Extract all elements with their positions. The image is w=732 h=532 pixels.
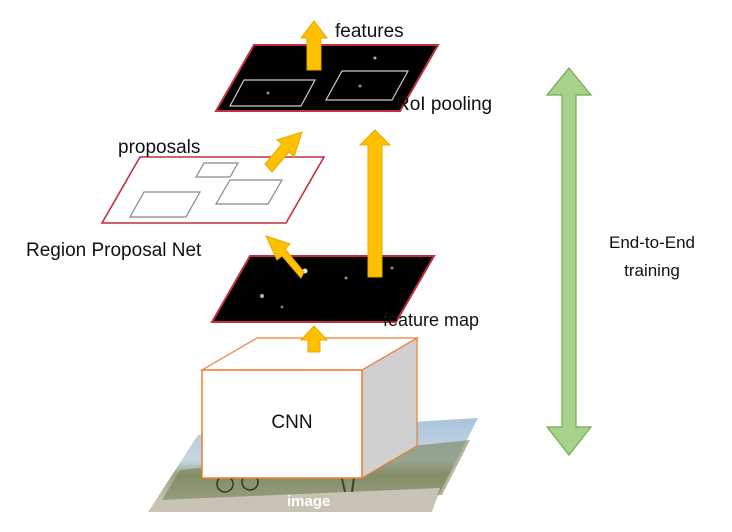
arrow-proposals-to-roi (264, 131, 303, 173)
arrow-cnn-to-feature-map (299, 325, 329, 353)
end-to-end-training-arrow (545, 67, 593, 456)
arrow-roi-to-features (299, 20, 329, 71)
features-label: features (335, 21, 404, 42)
cnn-label: CNN (271, 412, 312, 433)
image-label: image (287, 493, 330, 510)
roi-pooling-label: RoI pooling (396, 94, 492, 115)
region-proposal-net-label: Region Proposal Net (26, 240, 202, 261)
cnn-block (199, 336, 420, 480)
arrow-feature-map-to-rpn (265, 235, 305, 279)
proposals-label: proposals (118, 137, 200, 158)
training-label-line2: training (624, 261, 680, 280)
roi-pooling-plane (214, 44, 440, 112)
training-label-line1: End-to-End (609, 233, 695, 252)
arrow-feature-map-to-roi (358, 129, 392, 278)
feature-map-label: feature map (383, 310, 479, 330)
proposal-plane (100, 156, 326, 224)
